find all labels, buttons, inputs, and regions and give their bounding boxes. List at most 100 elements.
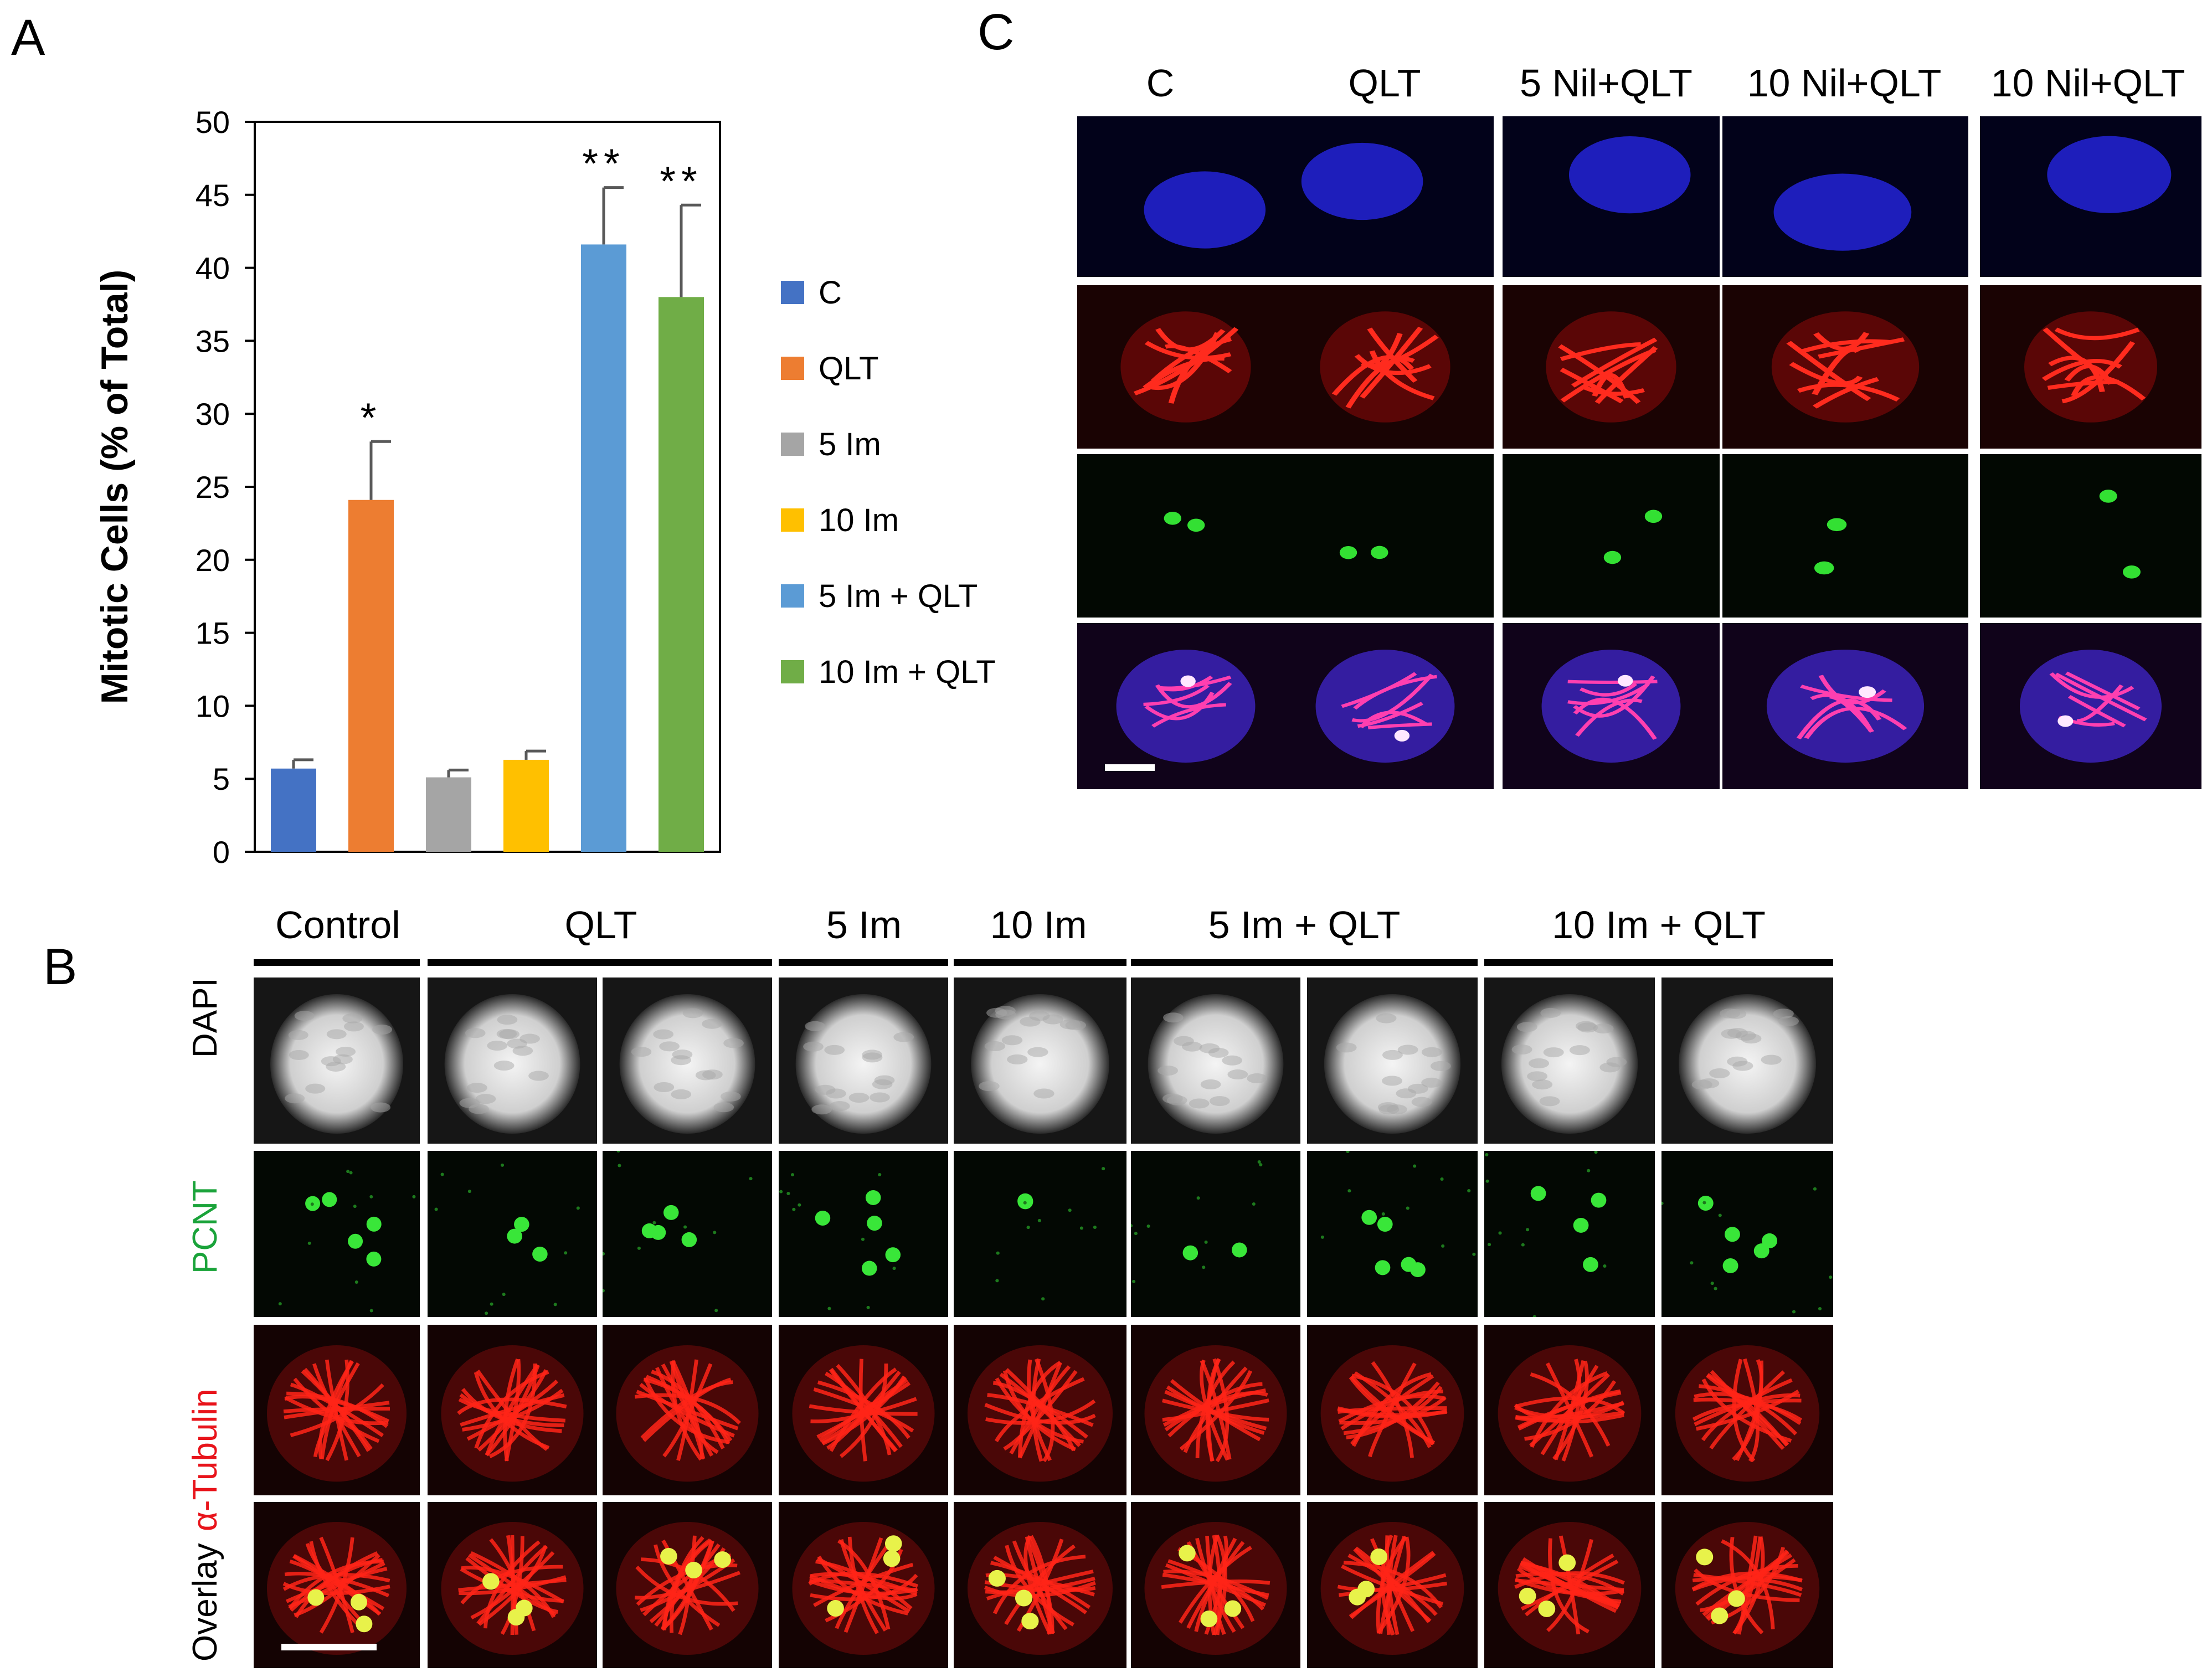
tubulin-micrograph xyxy=(603,1325,772,1495)
centrosome-micrograph xyxy=(1077,454,1294,618)
legend-label: 5 Im xyxy=(819,426,881,462)
legend-item: 5 Im xyxy=(781,426,881,462)
y-tick-label: 50 xyxy=(196,105,230,140)
panel-b-column-header: Control xyxy=(275,903,400,946)
legend-swatch-5im-qlt xyxy=(781,584,804,608)
tubulin-micrograph xyxy=(254,1325,420,1495)
column-divider-bar xyxy=(954,959,1126,966)
centrosome-micrograph xyxy=(1503,454,1720,618)
y-tick-label: 10 xyxy=(196,688,230,723)
legend-item: 10 Im xyxy=(781,502,899,538)
overlay-micrograph xyxy=(1722,623,1968,789)
legend-item: 10 Im + QLT xyxy=(781,654,996,690)
plot-frame xyxy=(254,121,721,853)
dapi-micrograph xyxy=(779,978,948,1144)
row-label-tubulin: α-Tubulin xyxy=(186,1388,224,1531)
tubulin-micrograph xyxy=(1722,285,1968,449)
overlay-micrograph xyxy=(1503,623,1720,789)
legend-item: 5 Im + QLT xyxy=(781,578,978,614)
legend-swatch-10im xyxy=(781,508,804,532)
legend-swatch-5im xyxy=(781,433,804,456)
dapi-micrograph xyxy=(1484,978,1655,1144)
overlay-micrograph xyxy=(1077,623,1294,789)
overlay-micrograph xyxy=(1131,1502,1300,1668)
overlay-micrograph xyxy=(603,1502,772,1668)
column-divider-bar xyxy=(1484,959,1833,966)
y-tick-label: 5 xyxy=(213,762,230,796)
scale-bar-c xyxy=(1105,764,1155,771)
legend-item: C xyxy=(781,274,842,311)
bar xyxy=(426,777,471,852)
dna-micrograph xyxy=(1077,116,1294,277)
legend-label: 10 Im xyxy=(819,502,899,538)
overlay-micrograph xyxy=(254,1502,420,1668)
centrosome-micrograph xyxy=(1722,454,1968,618)
column-divider-bar xyxy=(428,959,772,966)
centrosome-micrograph xyxy=(1277,454,1494,618)
y-tick-label: 25 xyxy=(196,470,230,505)
panel-c-column-header: 10 Nil+QLT xyxy=(1990,61,2185,105)
panel-label-a: A xyxy=(11,9,45,66)
dapi-micrograph xyxy=(428,978,597,1144)
panel-b-column-header: 5 Im + QLT xyxy=(1208,903,1401,946)
pcnt-micrograph xyxy=(954,1151,1126,1317)
y-axis-label: Mitotic Cells (% of Total) xyxy=(94,270,136,704)
column-divider-bar xyxy=(254,959,420,966)
bar xyxy=(348,500,394,852)
dna-micrograph xyxy=(1503,116,1720,277)
bar xyxy=(271,768,316,852)
dna-micrograph xyxy=(1980,116,2201,277)
panel-c-column-header: 5 Nil+QLT xyxy=(1520,61,1693,105)
tubulin-micrograph xyxy=(1131,1325,1300,1495)
tubulin-micrograph xyxy=(954,1325,1126,1495)
dapi-micrograph xyxy=(1661,978,1833,1144)
bar xyxy=(581,244,626,852)
pcnt-micrograph xyxy=(1661,1151,1833,1317)
bar xyxy=(659,297,704,852)
legend-swatch-qlt xyxy=(781,357,804,380)
row-label-pcnt: PCNT xyxy=(186,1180,224,1274)
y-tick-label: 40 xyxy=(196,251,230,286)
overlay-micrograph xyxy=(779,1502,948,1668)
legend-swatch-10im-qlt xyxy=(781,660,804,683)
panel-c-column-header: QLT xyxy=(1348,61,1421,105)
significance-marker: ** xyxy=(582,141,625,187)
bar xyxy=(503,759,549,852)
tubulin-micrograph xyxy=(1484,1325,1655,1495)
y-tick-label: 30 xyxy=(196,397,230,431)
panel-label-c: C xyxy=(978,4,1015,60)
panel-c-column-header: C xyxy=(1146,61,1175,105)
overlay-micrograph xyxy=(428,1502,597,1668)
overlay-micrograph xyxy=(1307,1502,1478,1668)
row-label-overlay: Overlay xyxy=(186,1543,224,1661)
overlay-micrograph xyxy=(1980,623,2201,789)
dna-micrograph xyxy=(1722,116,1968,277)
legend-label: 5 Im + QLT xyxy=(819,578,978,614)
legend-label: C xyxy=(819,274,842,311)
tubulin-micrograph xyxy=(1503,285,1720,449)
scale-bar-b xyxy=(281,1644,377,1650)
tubulin-micrograph xyxy=(1661,1325,1833,1495)
tubulin-micrograph xyxy=(1980,285,2201,449)
significance-marker: * xyxy=(361,394,382,440)
panel-label-b: B xyxy=(43,939,78,995)
significance-marker: ** xyxy=(660,158,703,204)
overlay-micrograph xyxy=(1277,623,1494,789)
legend-label: QLT xyxy=(819,350,879,387)
pcnt-micrograph xyxy=(603,1151,772,1317)
pcnt-micrograph xyxy=(254,1151,420,1317)
pcnt-micrograph xyxy=(779,1151,948,1317)
pcnt-micrograph xyxy=(1484,1151,1655,1317)
column-divider-bar xyxy=(779,959,948,966)
panel-b-column-header: 10 Im + QLT xyxy=(1552,903,1766,946)
panel-b-column-header: 5 Im xyxy=(826,903,902,946)
pcnt-micrograph xyxy=(1131,1151,1300,1317)
y-tick-label: 45 xyxy=(196,178,230,213)
overlay-micrograph xyxy=(954,1502,1126,1668)
y-tick-label: 20 xyxy=(196,543,230,578)
dapi-micrograph xyxy=(254,978,420,1144)
dapi-micrograph xyxy=(1131,978,1300,1144)
tubulin-micrograph xyxy=(1277,285,1494,449)
tubulin-micrograph xyxy=(1307,1325,1478,1495)
